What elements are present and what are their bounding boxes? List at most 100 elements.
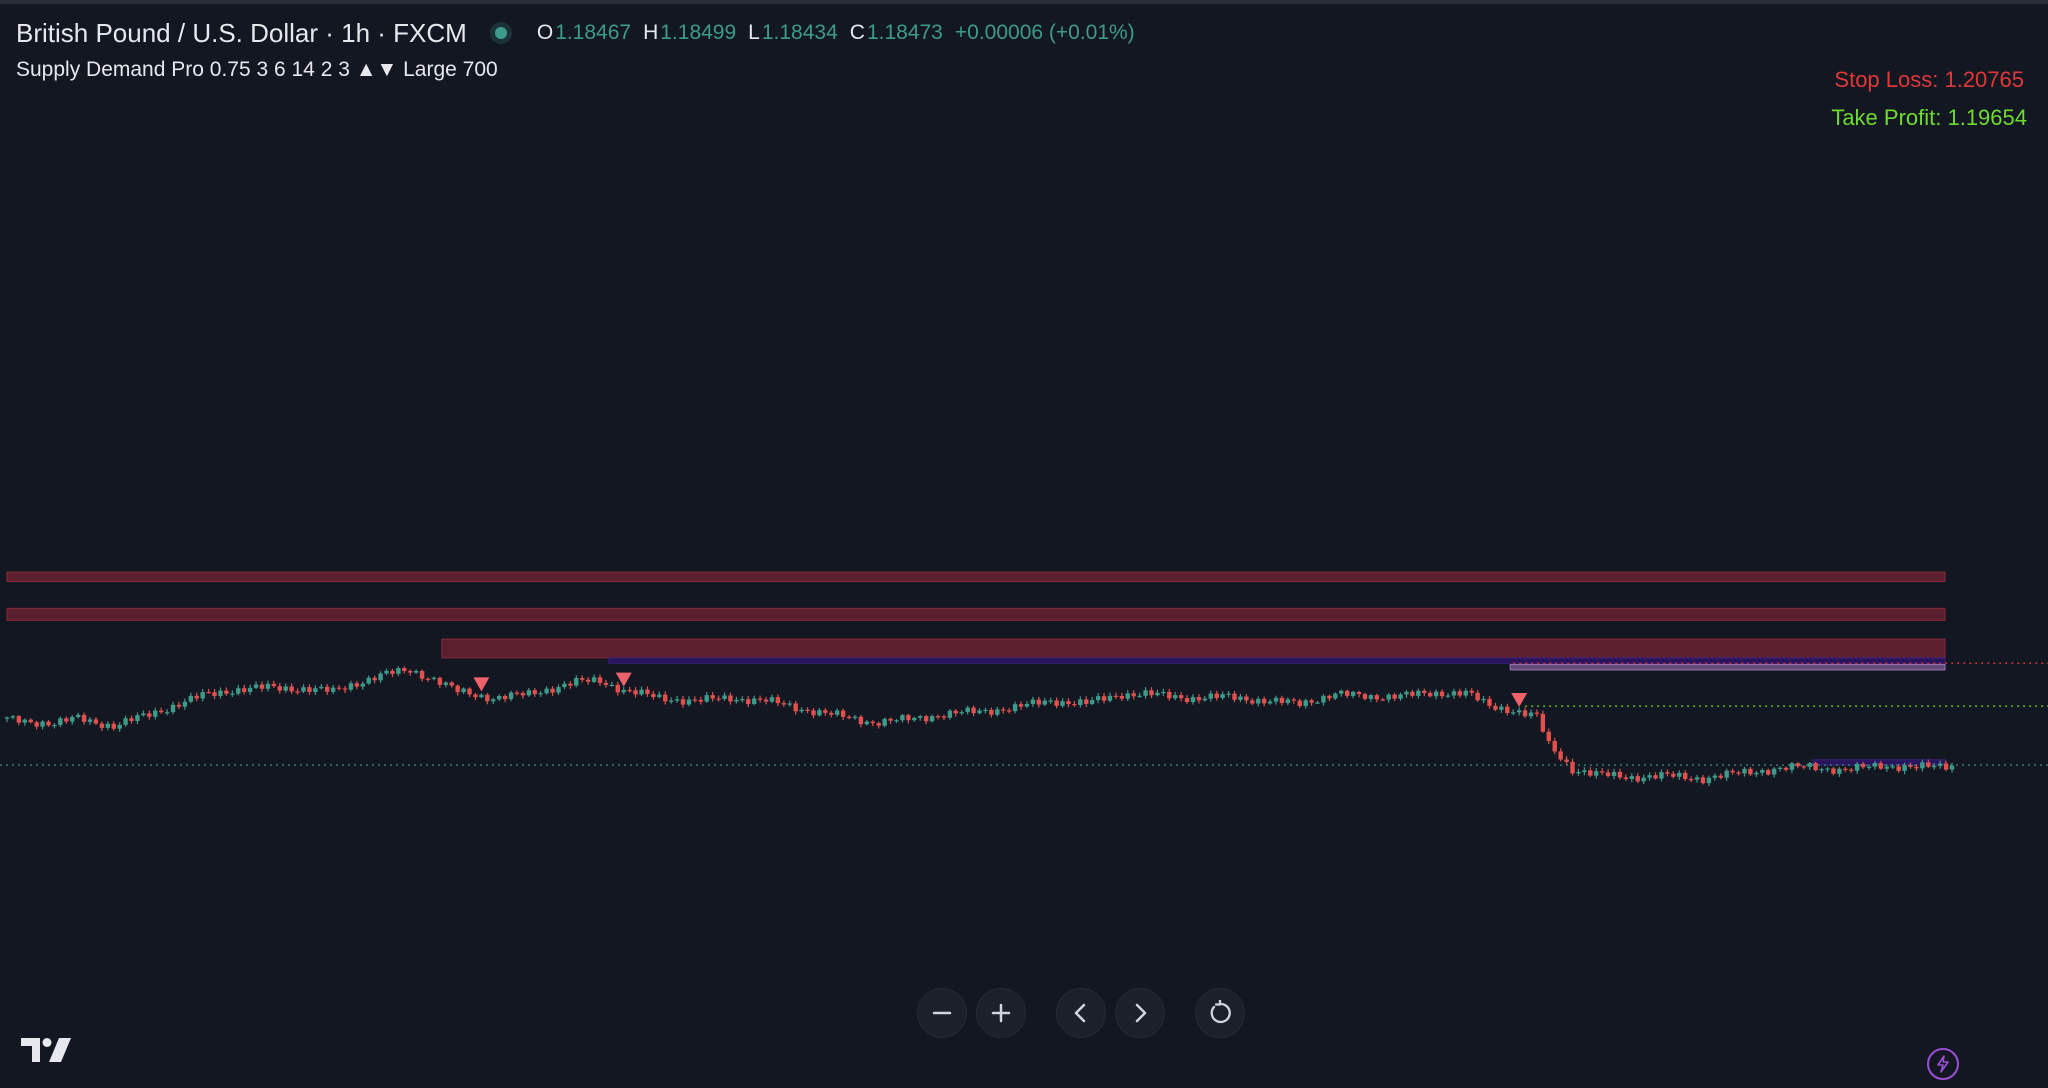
candle-body	[1297, 700, 1302, 707]
candle-body	[1190, 697, 1196, 702]
candle-body	[1220, 694, 1225, 698]
scroll-left-button[interactable]	[1056, 988, 1106, 1038]
candle-body	[520, 693, 526, 696]
candle-body	[1943, 763, 1949, 770]
candle-body	[325, 686, 330, 692]
candle-body	[1688, 778, 1694, 781]
candle-body	[230, 693, 235, 695]
candle-body	[342, 688, 348, 690]
candle-body	[1493, 705, 1498, 710]
candle-body	[1392, 694, 1397, 699]
candle-body	[1582, 770, 1587, 773]
candle-body	[1119, 696, 1125, 699]
candle-body	[1362, 694, 1368, 699]
candle-body	[615, 684, 620, 693]
candle-body	[1718, 775, 1723, 778]
candle-body	[1339, 690, 1344, 694]
candle-body	[1457, 691, 1463, 696]
candle-body	[1665, 772, 1670, 774]
candle-body	[1896, 766, 1901, 771]
candle-body	[1184, 698, 1190, 702]
candle-body	[663, 694, 668, 702]
candle-body	[117, 724, 122, 729]
candle-body	[1552, 741, 1557, 752]
candle-body	[437, 677, 443, 685]
candle-body	[983, 709, 988, 712]
candle-body	[977, 710, 982, 714]
tradingview-logo-icon[interactable]	[21, 1038, 71, 1067]
candle-body	[1511, 712, 1516, 714]
candle-body	[277, 686, 282, 691]
minus-icon	[932, 1011, 952, 1015]
candle-body	[1843, 768, 1848, 770]
take-profit-label: Take Profit: 1.19654	[1831, 105, 2027, 130]
candle-body	[1006, 710, 1012, 712]
candle-body	[265, 683, 271, 689]
candle-body	[1024, 703, 1030, 707]
candle-body	[1291, 699, 1297, 701]
candle-body	[1481, 698, 1486, 701]
candle-body	[1131, 693, 1136, 697]
candle-body	[1712, 775, 1718, 778]
zoom-in-button[interactable]	[976, 988, 1026, 1038]
candle-body	[188, 695, 194, 702]
candle-body	[740, 699, 745, 701]
candle-body	[52, 724, 57, 727]
candle-body	[1001, 709, 1006, 711]
candle-body	[1766, 770, 1771, 775]
high-value: 1.18499	[660, 21, 737, 44]
candle-body	[1451, 691, 1457, 696]
candle-body	[1700, 777, 1706, 784]
candle-body	[1333, 693, 1338, 699]
candle-body	[396, 668, 401, 674]
candle-body	[852, 716, 858, 718]
candle-body	[1173, 695, 1178, 699]
scroll-right-button[interactable]	[1115, 988, 1165, 1038]
candle-body	[271, 683, 277, 687]
candle-body	[22, 719, 27, 723]
zoom-out-button[interactable]	[917, 988, 967, 1038]
candle-body	[1854, 763, 1860, 771]
candle-body	[882, 718, 887, 726]
candle-body	[1261, 698, 1267, 704]
candle-body	[870, 721, 875, 724]
candle-body	[93, 719, 99, 724]
candle-body	[1107, 695, 1113, 701]
top-border	[0, 0, 2048, 4]
lightning-icon[interactable]	[1927, 1048, 1959, 1080]
candle-body	[259, 684, 265, 689]
candle-body	[1694, 777, 1700, 780]
sell-signal-icon	[1511, 692, 1528, 707]
indicator-legend[interactable]: Supply Demand Pro 0.75 3 6 14 2 3 ▲▼ Lar…	[16, 58, 498, 81]
candle-body	[633, 690, 638, 695]
candle-body	[34, 722, 39, 727]
candle-body	[1932, 765, 1937, 768]
candle-body	[935, 716, 941, 718]
candle-body	[1232, 693, 1237, 700]
candle-body	[123, 718, 128, 725]
candle-body	[562, 683, 567, 688]
candle-body	[1238, 696, 1243, 700]
candle-body	[28, 719, 33, 723]
candle-body	[657, 694, 662, 697]
candle-body	[461, 688, 466, 693]
candle-body	[746, 699, 751, 704]
candle-body	[603, 682, 609, 685]
candle-body	[1368, 695, 1374, 699]
candle-body	[757, 698, 763, 700]
candle-body	[1422, 690, 1427, 694]
candle-body	[1155, 692, 1160, 696]
candle-body	[431, 677, 437, 680]
candle-body	[360, 683, 365, 687]
symbol-title[interactable]: British Pound / U.S. Dollar · 1h · FXCM	[16, 17, 467, 48]
candle-body	[473, 694, 478, 698]
candle-body	[1344, 690, 1350, 696]
reset-chart-button[interactable]	[1195, 988, 1245, 1038]
candle-body	[1030, 699, 1036, 704]
candle-body	[1884, 766, 1890, 769]
candle-body	[1356, 691, 1362, 695]
candle-body	[674, 699, 680, 701]
candle-body	[668, 700, 674, 702]
candle-body	[900, 715, 905, 721]
